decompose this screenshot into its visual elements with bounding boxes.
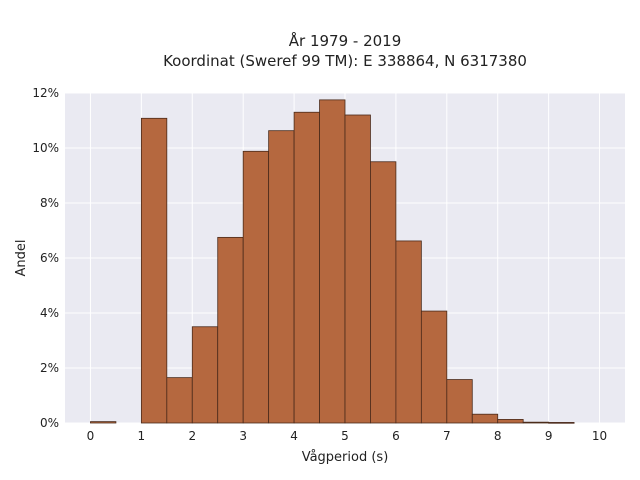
histogram-bar	[548, 422, 575, 424]
histogram-bar	[293, 111, 320, 424]
histogram-bar	[370, 161, 397, 424]
histogram-bar	[395, 240, 422, 424]
x-tick-label: 7	[443, 429, 451, 443]
y-tick-label: 4%	[40, 306, 59, 320]
x-tick-label: 8	[494, 429, 502, 443]
x-tick-label: 1	[138, 429, 146, 443]
y-tick-label: 0%	[40, 416, 59, 430]
histogram-bar	[497, 419, 524, 424]
histogram-bar	[319, 99, 346, 424]
histogram-bar	[140, 117, 168, 424]
histogram-bar	[420, 310, 448, 424]
x-tick-label: 6	[392, 429, 400, 443]
histogram-bar	[242, 150, 270, 424]
histogram-bar	[471, 413, 499, 424]
histogram-bar	[90, 421, 117, 424]
bars	[90, 99, 575, 424]
y-tick-label: 8%	[40, 196, 59, 210]
x-tick-label: 4	[290, 429, 298, 443]
y-tick-label: 6%	[40, 251, 59, 265]
y-tick-label: 2%	[40, 361, 59, 375]
y-tick-label: 12%	[32, 86, 59, 100]
histogram-bar	[268, 130, 295, 424]
x-tick-label: 3	[239, 429, 247, 443]
x-tick-label: 5	[341, 429, 349, 443]
histogram-bar	[217, 236, 244, 424]
x-tick-label: 2	[188, 429, 196, 443]
x-tick-label: 10	[592, 429, 607, 443]
y-tick-labels: 0% 2% 4% 6% 8% 10% 12%	[32, 86, 59, 430]
x-axis-title: Vågperiod (s)	[302, 450, 389, 465]
histogram-bar	[344, 114, 371, 424]
chart-title-line-1: År 1979 - 2019	[289, 31, 402, 50]
x-tick-label: 0	[87, 429, 95, 443]
histogram-bar	[522, 421, 550, 424]
histogram-bar	[191, 326, 219, 424]
y-tick-label: 10%	[32, 141, 59, 155]
chart-title-line-2: Koordinat (Sweref 99 TM): E 338864, N 63…	[163, 52, 527, 70]
x-tick-labels: 0 1 2 3 4 5 6 7 8 9 10	[87, 429, 608, 443]
histogram-bar	[446, 379, 473, 424]
histogram-bar	[166, 377, 193, 424]
y-axis-title: Andel	[14, 240, 29, 277]
x-tick-label: 9	[545, 429, 553, 443]
